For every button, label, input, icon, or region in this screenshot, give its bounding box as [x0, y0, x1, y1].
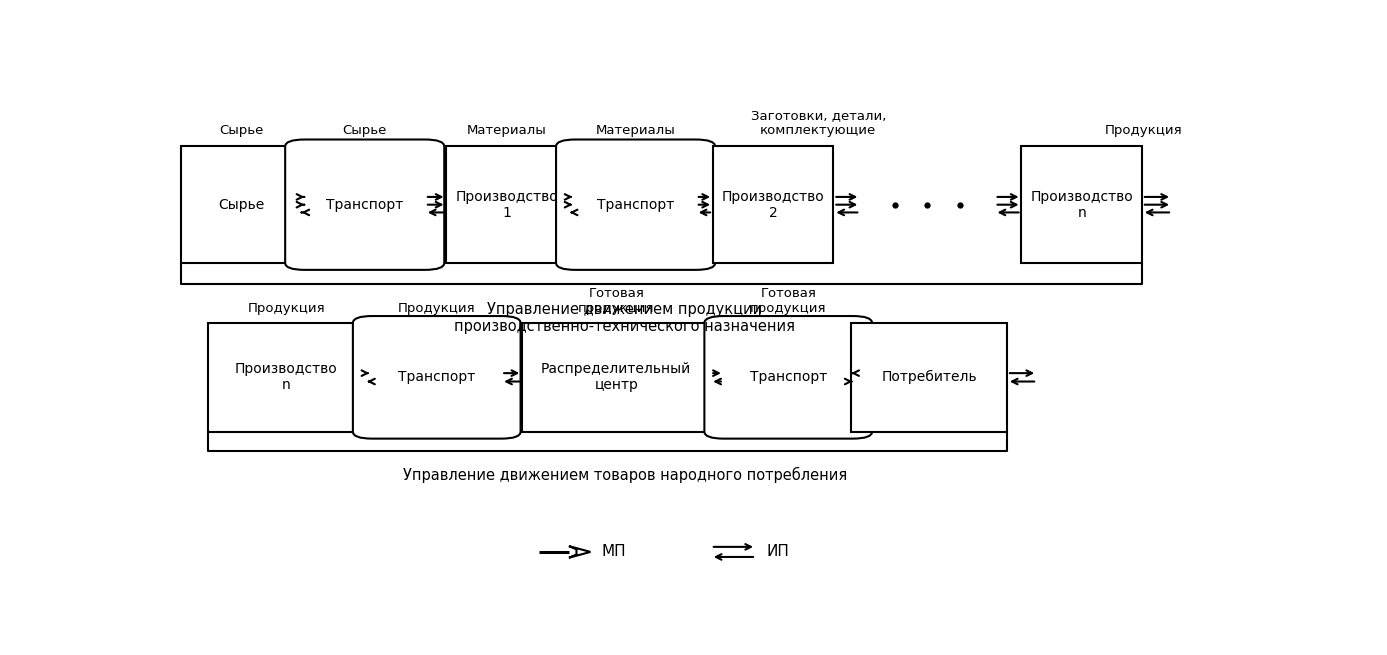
- Text: Сырье: Сырье: [219, 124, 264, 137]
- FancyBboxPatch shape: [713, 147, 834, 263]
- FancyBboxPatch shape: [180, 147, 301, 263]
- Text: Заготовки, детали,
комплектующие: Заготовки, детали, комплектующие: [750, 109, 886, 137]
- Text: Сырье: Сырье: [218, 198, 264, 212]
- FancyBboxPatch shape: [556, 140, 716, 270]
- Text: Производство
n: Производство n: [1031, 189, 1133, 220]
- Text: Производство
n: Производство n: [234, 362, 337, 392]
- Text: Материалы: Материалы: [467, 124, 546, 137]
- Text: Распределительный
центр: Распределительный центр: [541, 362, 691, 392]
- FancyBboxPatch shape: [522, 323, 710, 432]
- Text: Транспорт: Транспорт: [596, 198, 674, 212]
- Text: Транспорт: Транспорт: [398, 370, 476, 384]
- Text: Готовая
продукция: Готовая продукция: [750, 288, 827, 315]
- Polygon shape: [569, 546, 591, 558]
- FancyBboxPatch shape: [1021, 147, 1142, 263]
- Text: Сырье: Сырье: [343, 124, 387, 137]
- Text: Продукция: Продукция: [1105, 124, 1183, 137]
- Text: Потребитель: Потребитель: [881, 370, 976, 384]
- Text: Транспорт: Транспорт: [326, 198, 404, 212]
- Text: Производство
2: Производство 2: [721, 189, 824, 220]
- FancyBboxPatch shape: [352, 316, 520, 439]
- Text: МП: МП: [601, 544, 626, 559]
- Text: Управление движением товаров народного потребления: Управление движением товаров народного п…: [402, 466, 847, 483]
- FancyBboxPatch shape: [286, 140, 444, 270]
- Text: Транспорт: Транспорт: [749, 370, 827, 384]
- Text: Продукция: Продукция: [398, 302, 476, 315]
- Text: Готовая
продукция: Готовая продукция: [578, 288, 655, 315]
- Text: Продукция: Продукция: [247, 302, 325, 315]
- Text: ИП: ИП: [767, 544, 789, 559]
- Text: Материалы: Материалы: [596, 124, 675, 137]
- FancyBboxPatch shape: [852, 323, 1007, 432]
- FancyBboxPatch shape: [447, 147, 567, 263]
- FancyBboxPatch shape: [705, 316, 872, 439]
- Text: Производство
1: Производство 1: [455, 189, 558, 220]
- FancyBboxPatch shape: [208, 323, 365, 432]
- Text: Управление движением продукции
производственно-технического назначения: Управление движением продукции производс…: [455, 302, 795, 334]
